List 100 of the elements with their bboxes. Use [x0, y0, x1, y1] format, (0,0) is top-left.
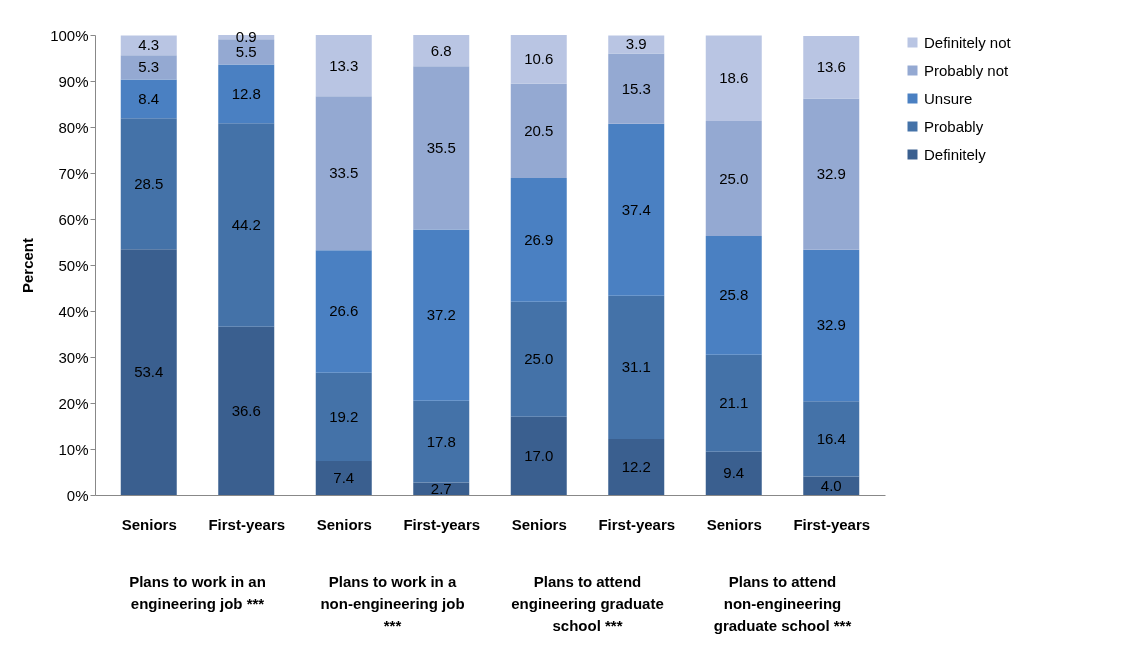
bar	[120, 55, 177, 80]
text: Plans to work in an engineering job ***	[129, 573, 266, 612]
x-tick-label: First-years	[403, 515, 481, 533]
data-label: 2.7	[430, 479, 452, 497]
legend-label: Unsure	[924, 89, 973, 107]
bar	[218, 326, 275, 495]
text: Plans to work in a non-engineering job ***	[320, 573, 465, 634]
y-axis-title: Percent	[19, 237, 37, 294]
data-label: 16.4	[816, 429, 846, 447]
data-label: 26.6	[329, 302, 359, 320]
data-label: 31.1	[621, 358, 651, 376]
y-tick-label: 20%	[58, 394, 89, 412]
data-label: 35.5	[426, 138, 456, 156]
data-label: 32.9	[816, 316, 846, 334]
bar	[803, 401, 860, 477]
data-label: 28.5	[134, 174, 164, 192]
data-label: 44.2	[231, 215, 261, 233]
text: Plans to attend engineering graduate school ***	[511, 573, 664, 634]
bar	[608, 53, 665, 124]
data-label: 25.8	[719, 286, 749, 304]
bar	[315, 250, 372, 373]
data-label: 18.6	[719, 69, 749, 87]
data-label: 21.1	[719, 394, 749, 412]
bar	[413, 66, 470, 230]
bar	[803, 98, 860, 250]
y-tick-label: 50%	[58, 256, 89, 274]
data-label: 4.0	[820, 476, 842, 494]
y-tick-label: 100%	[50, 26, 89, 44]
legend-label: Probably	[924, 117, 984, 135]
data-label: 9.4	[723, 464, 745, 482]
x-tick-label: First-years	[598, 515, 676, 533]
y-tick-label: 10%	[58, 440, 89, 458]
bar	[510, 35, 567, 84]
bar	[315, 460, 372, 495]
data-label: 37.2	[426, 306, 456, 324]
bar	[218, 64, 275, 124]
bar	[413, 400, 470, 483]
bar	[510, 301, 567, 417]
y-tick-label: 30%	[58, 348, 89, 366]
x-tick-label: First-years	[208, 515, 286, 533]
data-label: 20.5	[524, 121, 554, 139]
bar	[705, 236, 762, 355]
y-tick-label: 0%	[66, 486, 89, 504]
y-tick-label: 70%	[58, 164, 89, 182]
bar	[510, 83, 567, 179]
legend-label: Definitely	[924, 145, 987, 163]
bar	[608, 295, 665, 439]
data-label: 53.4	[134, 363, 164, 381]
y-tick-label: 40%	[58, 302, 89, 320]
bar	[120, 35, 177, 56]
bar	[120, 249, 177, 495]
y-tick-label: 90%	[58, 72, 89, 90]
x-tick-label: Seniors	[706, 515, 762, 533]
data-label: 12.2	[621, 457, 651, 475]
legend-label: Probably not	[924, 61, 1010, 79]
bar	[705, 121, 762, 237]
bar	[218, 123, 275, 327]
y-tick-label: 80%	[58, 118, 89, 136]
data-label: 5.3	[138, 58, 160, 76]
bar	[705, 451, 762, 495]
data-label: 37.4	[621, 200, 651, 218]
text: Plans to attend non-engineering graduate school ***	[713, 573, 852, 634]
legend-label: Definitely not	[924, 33, 1012, 51]
bar	[413, 35, 470, 67]
data-label: 26.9	[524, 230, 554, 248]
data-label: 25.0	[719, 169, 749, 187]
data-label: 25.0	[524, 350, 554, 368]
data-label: 32.9	[816, 165, 846, 183]
x-tick-label: Seniors	[511, 515, 567, 533]
x-tick-label: Seniors	[316, 515, 372, 533]
data-label: 4.3	[138, 36, 160, 54]
bar	[510, 416, 567, 495]
bar	[608, 123, 665, 296]
bar	[705, 354, 762, 452]
bar	[120, 79, 177, 119]
data-label: 7.4	[333, 468, 355, 486]
data-label: 36.6	[231, 401, 261, 419]
data-label: 6.8	[430, 41, 452, 59]
data-label: 17.0	[524, 446, 554, 464]
bar	[315, 372, 372, 461]
bar	[413, 229, 470, 401]
bar	[120, 118, 177, 250]
data-label: 19.2	[329, 407, 359, 425]
bar	[608, 438, 665, 495]
data-label: 12.8	[231, 84, 261, 102]
x-tick-label: First-years	[793, 515, 871, 533]
bar	[315, 35, 372, 97]
data-label: 10.6	[524, 50, 554, 68]
y-tick-label: 60%	[58, 210, 89, 228]
bar	[510, 178, 567, 302]
x-tick-label: Seniors	[121, 515, 177, 533]
data-label: 17.8	[426, 432, 456, 450]
data-label: 8.4	[138, 89, 160, 107]
bar	[803, 35, 860, 99]
data-label: 3.9	[625, 35, 647, 53]
data-label: 15.3	[621, 79, 651, 97]
bar	[803, 249, 860, 402]
data-label: 13.3	[329, 56, 359, 74]
data-label: 13.6	[816, 58, 846, 76]
data-label: 33.5	[329, 164, 359, 182]
